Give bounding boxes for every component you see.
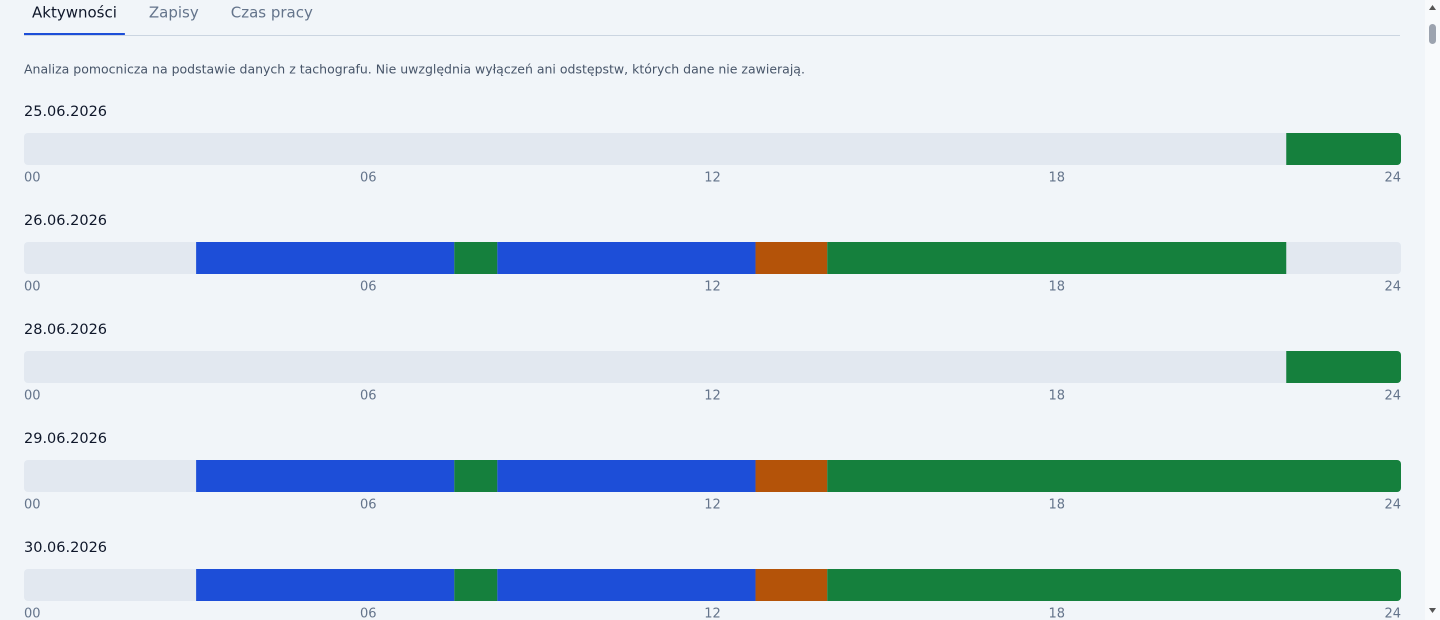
tick-label: 06 bbox=[360, 389, 377, 404]
activity-segment bbox=[454, 460, 498, 492]
activity-segment bbox=[497, 460, 756, 492]
tick-label: 06 bbox=[360, 171, 377, 186]
tick-label: 18 bbox=[1048, 171, 1065, 186]
activity-segment bbox=[196, 460, 455, 492]
tick-label: 00 bbox=[24, 280, 41, 295]
activity-segment bbox=[1286, 133, 1401, 165]
date-label: 25.06.2026 bbox=[24, 104, 107, 120]
tick-label: 00 bbox=[24, 607, 41, 620]
tab[interactable]: Czas pracy bbox=[231, 4, 313, 22]
tick-label: 12 bbox=[704, 280, 721, 295]
tick-label: 24 bbox=[1384, 607, 1401, 620]
tick-label: 12 bbox=[704, 389, 721, 404]
tick-label: 06 bbox=[360, 498, 377, 513]
activity-segment bbox=[755, 460, 828, 492]
date-label: 26.06.2026 bbox=[24, 213, 107, 229]
activity-segment bbox=[755, 242, 828, 274]
tick-label: 18 bbox=[1048, 498, 1065, 513]
timeline-track bbox=[24, 133, 1401, 165]
date-label: 29.06.2026 bbox=[24, 431, 107, 447]
tab[interactable]: Aktywności bbox=[32, 4, 117, 22]
tick-label: 00 bbox=[24, 389, 41, 404]
timeline-track bbox=[24, 351, 1401, 383]
activity-segment bbox=[196, 569, 455, 601]
tick-label: 06 bbox=[360, 280, 377, 295]
tick-label: 18 bbox=[1048, 607, 1065, 620]
activity-segment bbox=[454, 242, 498, 274]
activity-segment bbox=[497, 569, 756, 601]
activity-segment bbox=[755, 569, 828, 601]
scroll-down[interactable] bbox=[1429, 608, 1436, 613]
activity-segment bbox=[1286, 351, 1401, 383]
tick-label: 24 bbox=[1384, 171, 1401, 186]
tick-label: 18 bbox=[1048, 280, 1065, 295]
activity-segment bbox=[827, 569, 1401, 601]
tick-label: 12 bbox=[704, 498, 721, 513]
tick-label: 12 bbox=[704, 607, 721, 620]
tick-label: 24 bbox=[1384, 498, 1401, 513]
tick-label: 24 bbox=[1384, 389, 1401, 404]
activity-segment bbox=[827, 460, 1401, 492]
date-label: 30.06.2026 bbox=[24, 540, 107, 556]
tick-label: 00 bbox=[24, 171, 41, 186]
tick-label: 12 bbox=[704, 171, 721, 186]
tick-label: 06 bbox=[360, 607, 377, 620]
scroll-up[interactable] bbox=[1429, 5, 1436, 10]
activity-segment bbox=[454, 569, 498, 601]
note: Analiza pomocnicza na podstawie danych z… bbox=[24, 62, 805, 77]
tick-label: 18 bbox=[1048, 389, 1065, 404]
activity-segment bbox=[827, 242, 1287, 274]
activity-segment bbox=[497, 242, 756, 274]
tab[interactable]: Zapisy bbox=[149, 4, 199, 22]
tick-label: 24 bbox=[1384, 280, 1401, 295]
date-label: 28.06.2026 bbox=[24, 322, 107, 338]
scrollbar[interactable] bbox=[1425, 0, 1440, 620]
active-tab-indicator bbox=[24, 33, 125, 35]
scrollbar-thumb[interactable] bbox=[1429, 24, 1436, 44]
activity-segment bbox=[196, 242, 455, 274]
tick-label: 00 bbox=[24, 498, 41, 513]
